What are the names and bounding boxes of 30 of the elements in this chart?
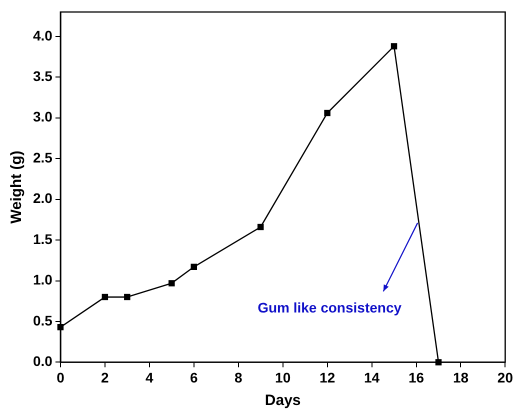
y-tick-label: 3.5 bbox=[32, 68, 53, 84]
x-tick-label: 4 bbox=[146, 369, 154, 386]
point bbox=[324, 110, 330, 116]
x-tick-label: 8 bbox=[234, 369, 242, 386]
y-tick-label: 1.5 bbox=[32, 230, 53, 247]
x-tick-label: 18 bbox=[452, 369, 469, 386]
point bbox=[168, 280, 175, 286]
y-tick-label: 2.5 bbox=[32, 149, 53, 166]
point bbox=[124, 294, 130, 300]
y-tick-label: 0.5 bbox=[32, 312, 53, 328]
y-tick-label: 0.0 bbox=[32, 353, 53, 370]
x-tick-label: 16 bbox=[408, 369, 424, 386]
annotation: Gum like consistency bbox=[258, 299, 402, 316]
y-tick-label: 2.0 bbox=[32, 190, 53, 206]
x-tick-label: 0 bbox=[56, 369, 65, 386]
y-tick-label: 1.0 bbox=[32, 272, 53, 288]
point bbox=[257, 224, 264, 230]
y-tick-label: 3.0 bbox=[32, 108, 53, 125]
x-tick-label: 20 bbox=[497, 369, 514, 386]
x-tick-label: 2 bbox=[101, 369, 110, 386]
x-tick-label: 6 bbox=[190, 369, 198, 386]
x-tick-label: 14 bbox=[364, 369, 380, 386]
y-tick-label: 4.0 bbox=[32, 27, 53, 44]
point bbox=[190, 264, 198, 270]
x-tick-label: 10 bbox=[275, 369, 291, 386]
point bbox=[102, 294, 108, 300]
y-axis-title: Weight (g) bbox=[8, 150, 26, 224]
x-axis-title: Days bbox=[264, 392, 301, 410]
x-tick-label: 12 bbox=[320, 369, 336, 386]
point bbox=[390, 43, 398, 50]
